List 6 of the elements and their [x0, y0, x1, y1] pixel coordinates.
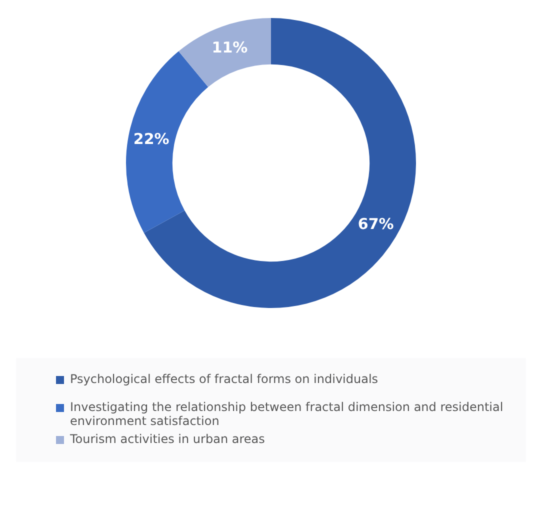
legend-label: Tourism activities in urban areas	[70, 432, 265, 446]
legend-label: Psychological effects of fractal forms on individuals	[70, 372, 378, 386]
data-label: 67%	[358, 214, 394, 233]
legend-label: Investigating the relationship between fractal dimension and residential environment satisfaction	[70, 400, 504, 428]
data-label: 11%	[212, 38, 248, 56]
data-label: 22%	[133, 130, 170, 148]
